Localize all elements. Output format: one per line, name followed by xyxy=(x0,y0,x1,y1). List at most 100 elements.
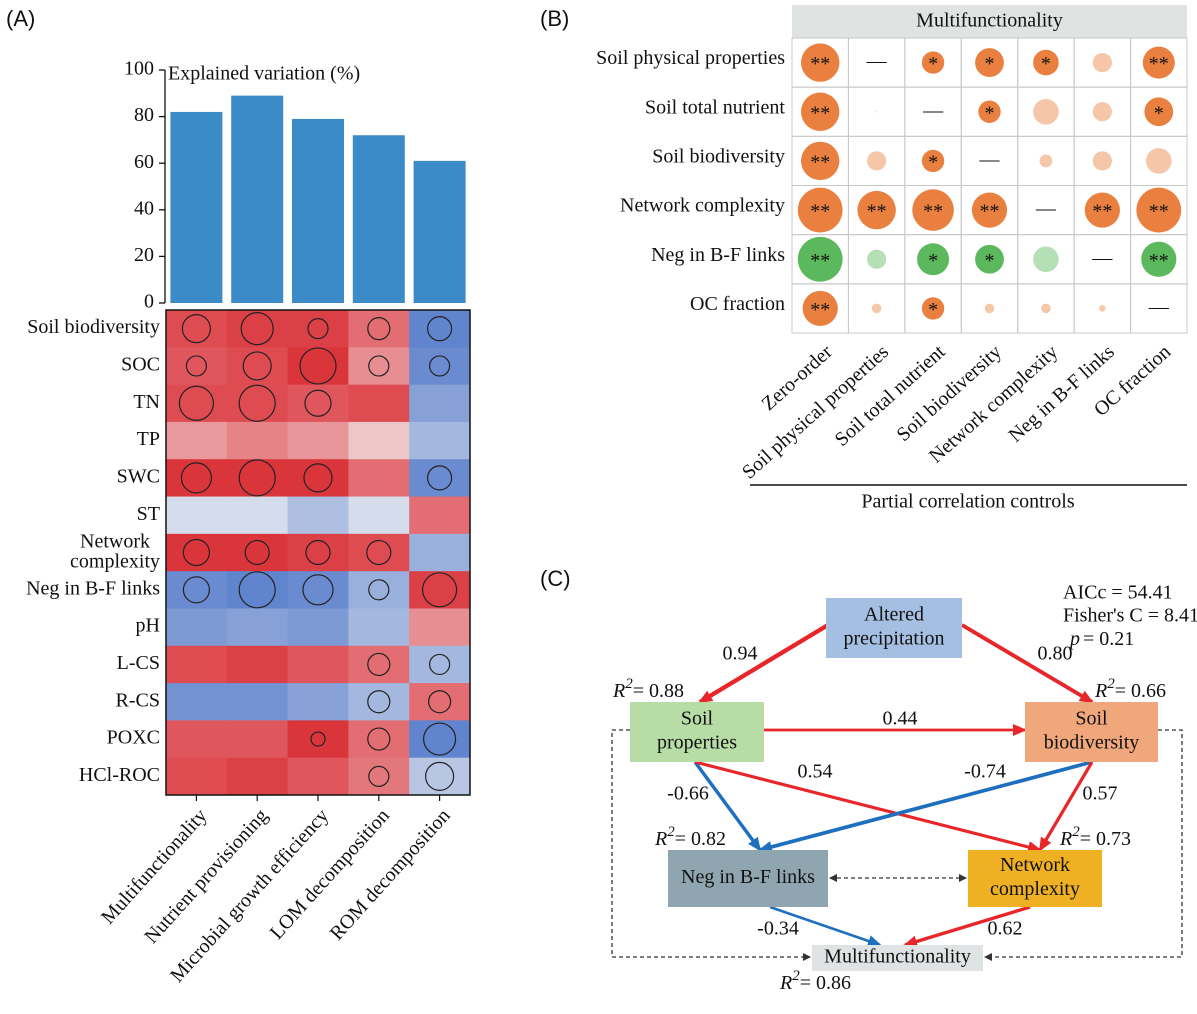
path-coefficient: 0.62 xyxy=(988,918,1023,940)
significance-label: — xyxy=(1035,198,1057,220)
correlation-bubble xyxy=(1033,246,1059,273)
correlation-bubble xyxy=(1039,154,1053,168)
heat-cell xyxy=(287,421,349,460)
node-label: biodiversity xyxy=(1044,732,1140,754)
significance-label: ** xyxy=(1149,53,1169,75)
node-box xyxy=(1025,702,1158,762)
significance-label: ** xyxy=(1092,201,1112,223)
heat-cell xyxy=(348,683,410,721)
heat-cell xyxy=(226,757,289,796)
row-label: pH xyxy=(136,615,160,637)
row-label: Soil biodiversity xyxy=(27,316,160,338)
heat-cell xyxy=(226,533,289,572)
significance-label: * xyxy=(985,250,995,272)
heat-cell xyxy=(409,533,471,572)
correlation-bubble xyxy=(1142,46,1175,79)
y-tick-label: 80 xyxy=(134,104,154,126)
node-box xyxy=(812,945,983,971)
correlation-bubble xyxy=(876,111,878,113)
heat-cell xyxy=(226,347,289,386)
r2-value: = 0.88 xyxy=(633,680,684,702)
panel-label: (A) xyxy=(6,6,35,31)
r2-superscript: 2 xyxy=(1072,824,1080,840)
correlation-bubble xyxy=(867,249,887,269)
r2-label: R2= 0.86 xyxy=(779,968,851,993)
heat-cell xyxy=(287,645,349,684)
heat-cell xyxy=(166,310,228,348)
row-label: POXC xyxy=(107,727,160,749)
heat-cell xyxy=(226,421,289,460)
significance-label: * xyxy=(1041,53,1051,75)
heat-cell xyxy=(409,571,471,609)
node-label: properties xyxy=(657,732,737,754)
importance-circle xyxy=(368,765,390,787)
heat-cell xyxy=(348,459,410,498)
node-label: Soil xyxy=(681,708,714,730)
heat-cell xyxy=(166,496,228,535)
y-tick-label: 40 xyxy=(134,197,154,219)
heat-cell xyxy=(287,459,349,498)
heat-cell xyxy=(409,496,471,535)
path-arrow xyxy=(698,623,830,704)
importance-circle xyxy=(238,459,276,497)
dashed-link xyxy=(611,729,811,961)
heat-cell xyxy=(166,720,228,759)
heat-cell xyxy=(348,757,410,796)
node-box xyxy=(968,850,1102,907)
node-label: Soil xyxy=(1075,708,1108,730)
importance-circle xyxy=(244,539,270,566)
importance-circle xyxy=(367,690,391,714)
heat-cell xyxy=(348,645,410,684)
fit-statistic: p = 0.21 xyxy=(1068,628,1134,650)
r2-symbol: R xyxy=(779,972,792,994)
path-arrow xyxy=(694,760,1042,853)
heat-cell xyxy=(348,608,410,647)
importance-circle xyxy=(178,385,214,421)
heat-cell xyxy=(348,421,410,460)
significance-label: — xyxy=(1148,296,1170,318)
heat-cell xyxy=(287,720,349,759)
importance-circle xyxy=(422,572,458,608)
header-band xyxy=(792,5,1187,38)
significance-label: ** xyxy=(923,201,943,223)
importance-circle xyxy=(238,571,276,609)
fit-statistic: AICc = 54.41 xyxy=(1063,582,1173,604)
heat-cell xyxy=(166,347,228,386)
importance-circle xyxy=(182,576,210,604)
importance-circle xyxy=(307,318,329,340)
heat-cell xyxy=(287,683,349,721)
r2-superscript: 2 xyxy=(792,968,800,984)
importance-circle xyxy=(368,355,390,377)
heat-cell xyxy=(409,757,471,796)
heat-cell xyxy=(409,384,471,423)
row-label: OC fraction xyxy=(690,293,785,315)
heat-cell xyxy=(409,720,471,759)
heat-cell xyxy=(226,384,289,423)
heat-cell xyxy=(409,459,471,498)
path-coefficient: -0.34 xyxy=(757,918,799,940)
correlation-bubble xyxy=(1092,151,1112,171)
y-tick-label: 100 xyxy=(124,58,154,80)
heat-cell xyxy=(287,571,349,609)
significance-label: * xyxy=(985,53,995,75)
importance-circle xyxy=(367,727,391,751)
chart-title: Explained variation (%) xyxy=(168,63,360,85)
importance-circle xyxy=(242,351,272,381)
correlation-bubble xyxy=(912,189,954,231)
path-coefficient: 0.54 xyxy=(798,761,833,783)
significance-label: — xyxy=(1091,247,1113,269)
correlation-bubble xyxy=(921,51,945,74)
path-coefficient: 0.94 xyxy=(723,643,758,665)
path-arrow xyxy=(769,905,882,947)
importance-circle xyxy=(299,347,337,385)
significance-label: — xyxy=(979,149,1001,171)
fit-statistic: Fisher's C = 8.41 xyxy=(1063,605,1197,627)
matrix-title: Multifunctionality xyxy=(916,10,1063,32)
importance-circle xyxy=(367,652,391,677)
r2-value: = 0.73 xyxy=(1080,828,1131,850)
importance-circle xyxy=(366,539,392,566)
heat-cell xyxy=(287,496,349,535)
correlation-bubble xyxy=(1084,192,1120,228)
correlation-bubble xyxy=(971,192,1008,228)
importance-circle xyxy=(429,653,451,676)
